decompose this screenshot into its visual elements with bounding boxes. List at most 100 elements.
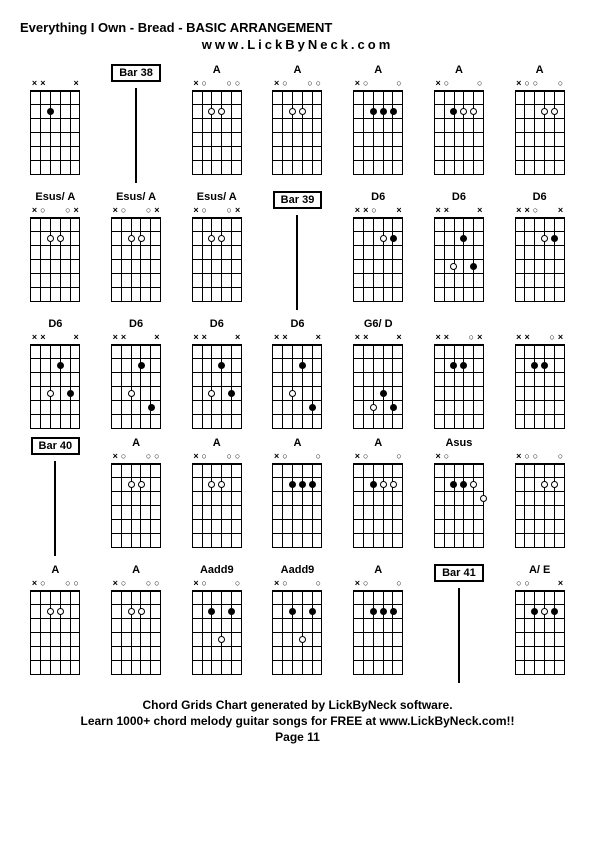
- string-mark: ×: [515, 332, 523, 344]
- chord-cell: A×○○○: [504, 64, 575, 183]
- string-mark: [217, 205, 225, 217]
- chord-label: Esus/ A: [116, 191, 156, 205]
- string-mark: ○: [395, 78, 403, 90]
- string-mark: ×: [30, 78, 38, 90]
- string-mark: ○: [39, 578, 47, 590]
- chord-cell: A×○○: [343, 64, 414, 183]
- string-mark: ○: [281, 78, 289, 90]
- chord-label: Esus/ A: [35, 191, 75, 205]
- finger-dot: [128, 390, 135, 397]
- string-mark: ○: [362, 451, 370, 463]
- string-mark: ×: [442, 332, 450, 344]
- finger-dot: [47, 108, 54, 115]
- string-mark: [548, 451, 556, 463]
- chord-cell: Esus/ A ×○○×: [20, 191, 91, 310]
- fretboard: ×××: [434, 207, 484, 302]
- finger-dot: [390, 608, 397, 615]
- string-mark: ○: [153, 451, 161, 463]
- chord-label: A: [51, 564, 59, 578]
- string-mark: [136, 205, 144, 217]
- string-mark: [531, 332, 539, 344]
- string-mark: [451, 205, 459, 217]
- chord-cell: ××○×: [424, 318, 495, 429]
- string-mark: [387, 78, 395, 90]
- string-mark: [289, 451, 297, 463]
- string-mark: [297, 451, 305, 463]
- string-mark: [459, 332, 467, 344]
- footer-line2: Learn 1000+ chord melody guitar songs fo…: [20, 714, 575, 728]
- chord-label: [538, 318, 541, 332]
- chord-label: A: [132, 437, 140, 451]
- bar-line: [296, 215, 298, 310]
- string-mark: [217, 78, 225, 90]
- chord-cell: G6/ D×××: [343, 318, 414, 429]
- fretboard: ×○○○: [111, 453, 161, 548]
- string-mark: [128, 205, 136, 217]
- chord-cell: A×○○○: [20, 564, 91, 683]
- string-mark: [208, 578, 216, 590]
- string-mark: ○: [225, 451, 233, 463]
- fretboard: ×○○: [272, 453, 322, 548]
- chord-label: A: [374, 437, 382, 451]
- string-mark: [387, 451, 395, 463]
- string-mark: [548, 205, 556, 217]
- finger-dot: [289, 608, 296, 615]
- chord-cell: A×○○○: [181, 64, 252, 183]
- string-mark: ×: [272, 332, 280, 344]
- string-mark: [370, 332, 378, 344]
- finger-dot: [128, 235, 135, 242]
- string-mark: [225, 578, 233, 590]
- chord-cell: A×○○: [343, 437, 414, 556]
- finger-dot: [390, 108, 397, 115]
- fretboard: ××○×: [353, 207, 403, 302]
- string-mark: [289, 578, 297, 590]
- string-mark: ×: [233, 205, 241, 217]
- chord-cell: A/ E○○×: [504, 564, 575, 683]
- finger-dot: [390, 235, 397, 242]
- finger-dot: [390, 481, 397, 488]
- string-mark: ×: [272, 451, 280, 463]
- string-mark: [208, 205, 216, 217]
- chord-cell: Aadd9×○○: [181, 564, 252, 683]
- string-mark: [467, 205, 475, 217]
- string-mark: [225, 332, 233, 344]
- string-mark: ×: [119, 332, 127, 344]
- string-mark: ○: [395, 451, 403, 463]
- chord-label: [538, 437, 541, 451]
- string-mark: [47, 205, 55, 217]
- string-mark: [47, 78, 55, 90]
- string-mark: [459, 451, 467, 463]
- string-mark: [378, 578, 386, 590]
- chord-cell: ×××: [20, 64, 91, 183]
- string-mark: ×: [395, 205, 403, 217]
- bar-label: Bar 41: [434, 564, 484, 582]
- chord-cell: A×○○○: [181, 437, 252, 556]
- chord-label: A/ E: [529, 564, 550, 578]
- string-mark: [297, 332, 305, 344]
- chord-label: A: [455, 64, 463, 78]
- finger-dot: [531, 608, 538, 615]
- string-mark: ○: [476, 78, 484, 90]
- string-mark: [370, 578, 378, 590]
- string-mark: [64, 78, 72, 90]
- finger-dot: [380, 108, 387, 115]
- string-mark: ○: [362, 78, 370, 90]
- string-mark: ×: [434, 332, 442, 344]
- fretboard: ×××: [30, 80, 80, 175]
- chord-cell: A×○○○: [262, 64, 333, 183]
- fretboard: ××○×: [515, 334, 565, 429]
- string-mark: ○: [531, 205, 539, 217]
- chord-cell: Bar 41: [424, 564, 495, 683]
- string-mark: [370, 451, 378, 463]
- bar-line: [458, 588, 460, 683]
- string-mark: ○: [556, 451, 564, 463]
- chord-label: D6: [452, 191, 466, 205]
- chord-label: Aadd9: [281, 564, 315, 578]
- string-mark: ×: [233, 332, 241, 344]
- string-mark: ○: [225, 78, 233, 90]
- string-mark: ×: [272, 578, 280, 590]
- string-mark: ×: [192, 578, 200, 590]
- finger-dot: [47, 390, 54, 397]
- string-mark: ○: [467, 332, 475, 344]
- fretboard: ×○○×: [30, 207, 80, 302]
